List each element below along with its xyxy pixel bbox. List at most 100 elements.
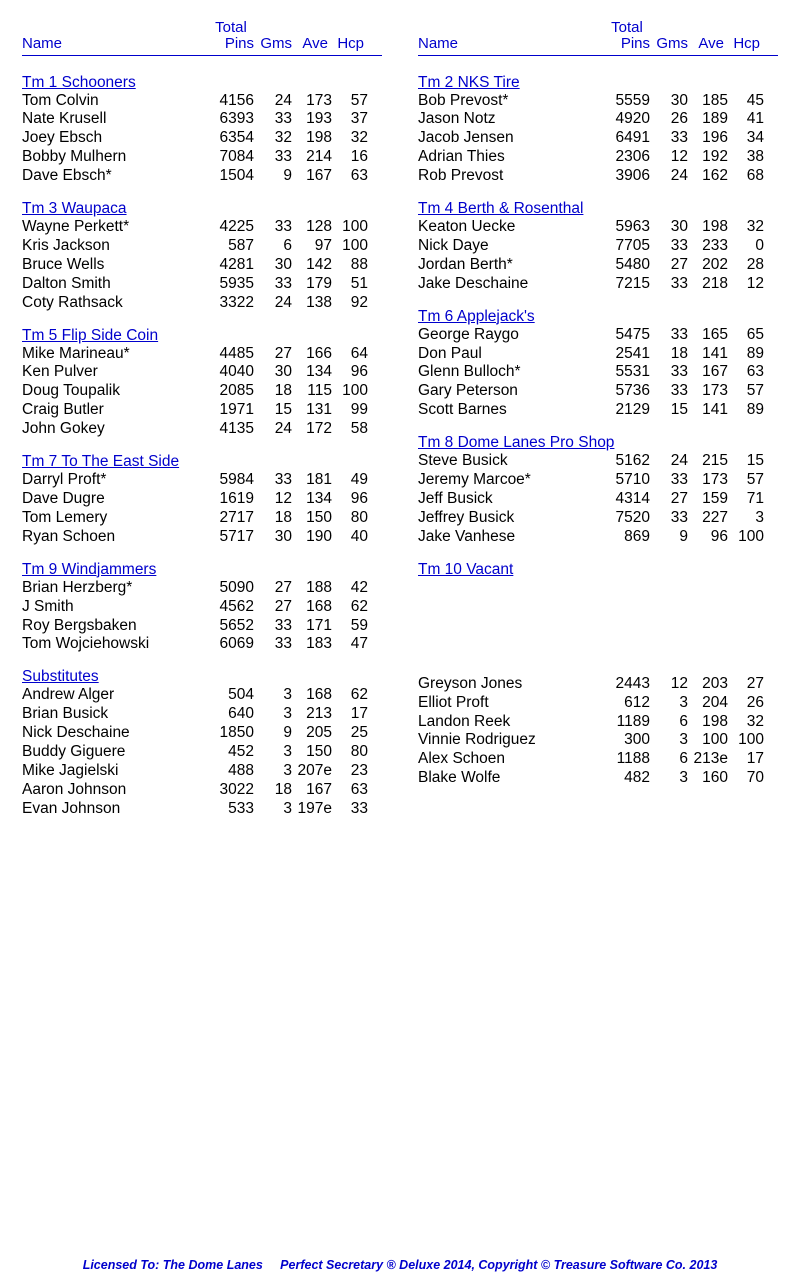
gms-cell: 18 [254, 509, 292, 528]
gms-cell: 18 [254, 781, 292, 800]
gms-cell: 27 [650, 256, 688, 275]
gms-cell: 24 [254, 294, 292, 313]
player-row: Don Paul25411814189 [418, 345, 778, 364]
gms-cell: 33 [650, 382, 688, 401]
gms-cell: 33 [254, 617, 292, 636]
player-row: Mike Marineau*44852716664 [22, 345, 382, 364]
hcp-cell: 80 [332, 743, 368, 762]
ave-cell: 190 [292, 528, 332, 547]
hcp-cell: 40 [332, 528, 368, 547]
hcp-cell: 32 [728, 218, 764, 237]
pins-cell: 488 [208, 762, 254, 781]
player-name: Brian Busick [22, 705, 208, 724]
pins-cell: 7215 [604, 275, 650, 294]
player-row: Wayne Perkett*422533128100 [22, 218, 382, 237]
player-name: Rob Prevost [418, 167, 604, 186]
pins-cell: 2085 [208, 382, 254, 401]
pins-cell: 7705 [604, 237, 650, 256]
player-name: Jake Deschaine [418, 275, 604, 294]
team-title: Tm 1 Schooners [22, 74, 382, 92]
player-row: Ken Pulver40403013496 [22, 363, 382, 382]
pins-cell: 869 [604, 528, 650, 547]
pins-cell: 4225 [208, 218, 254, 237]
ave-cell: 203 [688, 675, 728, 694]
ave-cell: 181 [292, 471, 332, 490]
gms-cell: 6 [254, 237, 292, 256]
gms-cell: 24 [650, 167, 688, 186]
player-name: Jeremy Marcoe* [418, 471, 604, 490]
pins-cell: 4920 [604, 110, 650, 129]
player-name: Joey Ebsch [22, 129, 208, 148]
gms-cell: 3 [254, 800, 292, 819]
pins-cell: 3906 [604, 167, 650, 186]
pins-cell: 5963 [604, 218, 650, 237]
pins-cell: 612 [604, 694, 650, 713]
hcp-cell: 23 [332, 762, 368, 781]
footer-text: Licensed To: The Dome Lanes Perfect Secr… [0, 1258, 800, 1272]
pins-cell: 7084 [208, 148, 254, 167]
player-row: Gary Peterson57363317357 [418, 382, 778, 401]
team-title: Tm 7 To The East Side [22, 453, 382, 471]
gms-cell: 30 [254, 528, 292, 547]
player-row: Aaron Johnson30221816763 [22, 781, 382, 800]
pins-cell: 6393 [208, 110, 254, 129]
pins-cell: 1188 [604, 750, 650, 769]
pins-cell: 587 [208, 237, 254, 256]
hcp-cell: 88 [332, 256, 368, 275]
player-row: Greyson Jones24431220327 [418, 675, 778, 694]
team-section: Tm 8 Dome Lanes Pro ShopSteve Busick5162… [418, 434, 778, 547]
pins-cell: 482 [604, 769, 650, 788]
player-name: Dave Ebsch* [22, 167, 208, 186]
player-name: Jacob Jensen [418, 129, 604, 148]
hdr-hcp: Hcp [328, 36, 364, 52]
hcp-cell: 0 [728, 237, 764, 256]
pins-cell: 5984 [208, 471, 254, 490]
ave-cell: 168 [292, 686, 332, 705]
ave-cell: 193 [292, 110, 332, 129]
ave-cell: 192 [688, 148, 728, 167]
hcp-cell: 96 [332, 490, 368, 509]
player-row: Andrew Alger504316862 [22, 686, 382, 705]
pins-cell: 1850 [208, 724, 254, 743]
player-row: Glenn Bulloch*55313316763 [418, 363, 778, 382]
ave-cell: 213 [292, 705, 332, 724]
player-name: Evan Johnson [22, 800, 208, 819]
gms-cell: 33 [650, 363, 688, 382]
gms-cell: 3 [254, 686, 292, 705]
pins-cell: 5162 [604, 452, 650, 471]
pins-cell: 1504 [208, 167, 254, 186]
pins-cell: 4485 [208, 345, 254, 364]
player-name: Keaton Uecke [418, 218, 604, 237]
player-row: Nick Daye7705332330 [418, 237, 778, 256]
hcp-cell: 100 [728, 528, 764, 547]
gms-cell: 33 [650, 509, 688, 528]
gms-cell: 3 [650, 731, 688, 750]
player-row: Roy Bergsbaken56523317159 [22, 617, 382, 636]
ave-cell: 205 [292, 724, 332, 743]
player-name: Nick Daye [418, 237, 604, 256]
gms-cell: 15 [254, 401, 292, 420]
team-title: Tm 5 Flip Side Coin [22, 327, 382, 345]
ave-cell: 97 [292, 237, 332, 256]
player-name: Nick Deschaine [22, 724, 208, 743]
gms-cell: 33 [254, 148, 292, 167]
pins-cell: 2541 [604, 345, 650, 364]
player-row: Bruce Wells42813014288 [22, 256, 382, 275]
hcp-cell: 34 [728, 129, 764, 148]
ave-cell: 115 [292, 382, 332, 401]
player-name: Mike Jagielski [22, 762, 208, 781]
pins-cell: 2306 [604, 148, 650, 167]
player-row: Evan Johnson5333197e33 [22, 800, 382, 819]
ave-cell: 218 [688, 275, 728, 294]
player-name: Dalton Smith [22, 275, 208, 294]
hcp-cell: 49 [332, 471, 368, 490]
player-name: Brian Herzberg* [22, 579, 208, 598]
hcp-cell: 100 [332, 237, 368, 256]
ave-cell: 167 [292, 167, 332, 186]
hcp-cell: 51 [332, 275, 368, 294]
gms-cell: 27 [650, 490, 688, 509]
ave-cell: 213e [688, 750, 728, 769]
column-header-left: Name Total Pins Gms Ave Hcp [22, 20, 382, 56]
player-name: Nate Krusell [22, 110, 208, 129]
pins-cell: 2717 [208, 509, 254, 528]
